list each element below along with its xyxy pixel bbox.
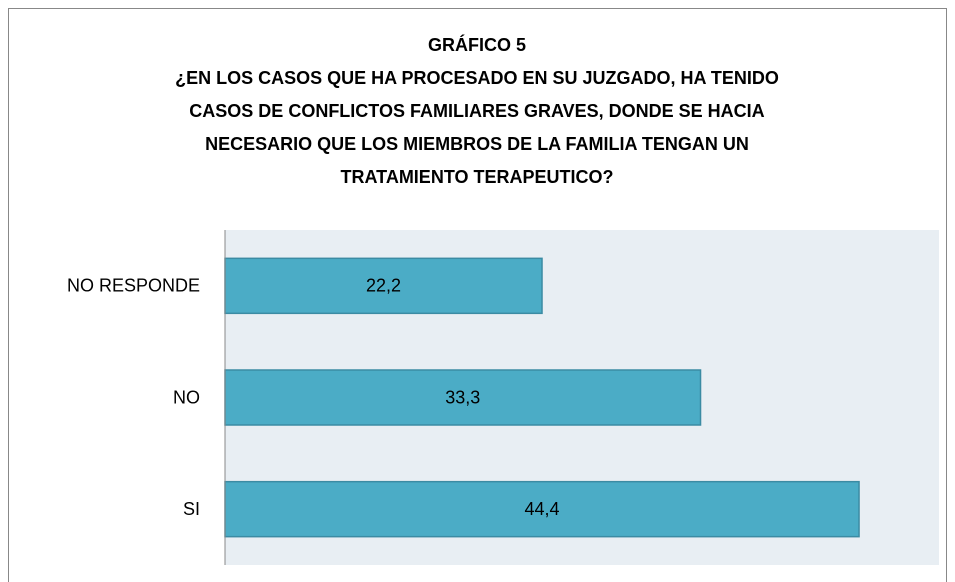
y-tick-label: SI <box>183 499 200 519</box>
bar <box>224 369 702 426</box>
chart-subtitle: NECESARIO QUE LOS MIEMBROS DE LA FAMILIA… <box>205 134 749 154</box>
chart-subtitle: CASOS DE CONFLICTOS FAMILIARES GRAVES, D… <box>189 101 764 121</box>
y-tick-label: NO RESPONDE <box>67 276 200 296</box>
chart-subtitle: TRATAMIENTO TERAPEUTICO? <box>341 167 614 187</box>
data-label: 44,4 <box>524 499 559 519</box>
data-label: 22,2 <box>366 276 401 296</box>
bar <box>224 480 860 538</box>
data-label: 33,3 <box>445 387 480 407</box>
y-tick-label: NO <box>173 387 200 407</box>
chart-title: GRÁFICO 5 <box>428 34 526 55</box>
chart-subtitle: ¿EN LOS CASOS QUE HA PROCESADO EN SU JUZ… <box>175 68 779 88</box>
